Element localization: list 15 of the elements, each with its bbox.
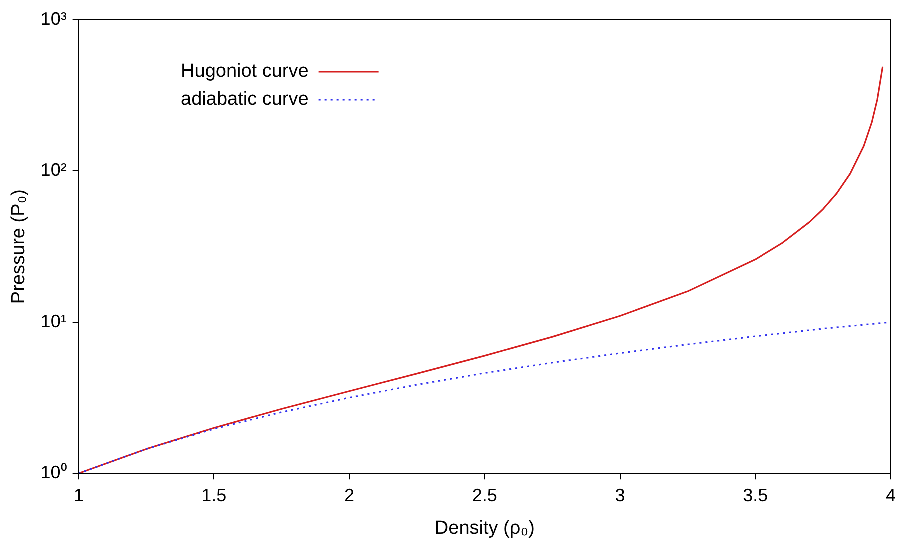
x-axis-title: Density (ρ₀) [434,518,535,539]
x-tick-label: 3 [615,485,626,506]
x-tick-label: 2 [344,485,355,506]
y-tick-label: 10¹ [40,311,67,332]
x-tick-label: 2.5 [472,485,498,506]
x-tick-label: 4 [886,485,896,506]
y-axis-title: Pressure (P₀) [8,190,30,304]
x-tick-label: 1 [74,485,84,506]
y-tick-label: 10² [40,160,67,180]
y-tick-label: 10⁰ [40,462,67,483]
y-tick-label: 10³ [40,8,67,29]
legend-label: adiabatic curve [181,89,309,110]
x-tick-label: 3.5 [743,485,768,506]
x-tick-label: 1.5 [202,485,227,506]
legend-label: Hugoniot curve [181,61,309,82]
